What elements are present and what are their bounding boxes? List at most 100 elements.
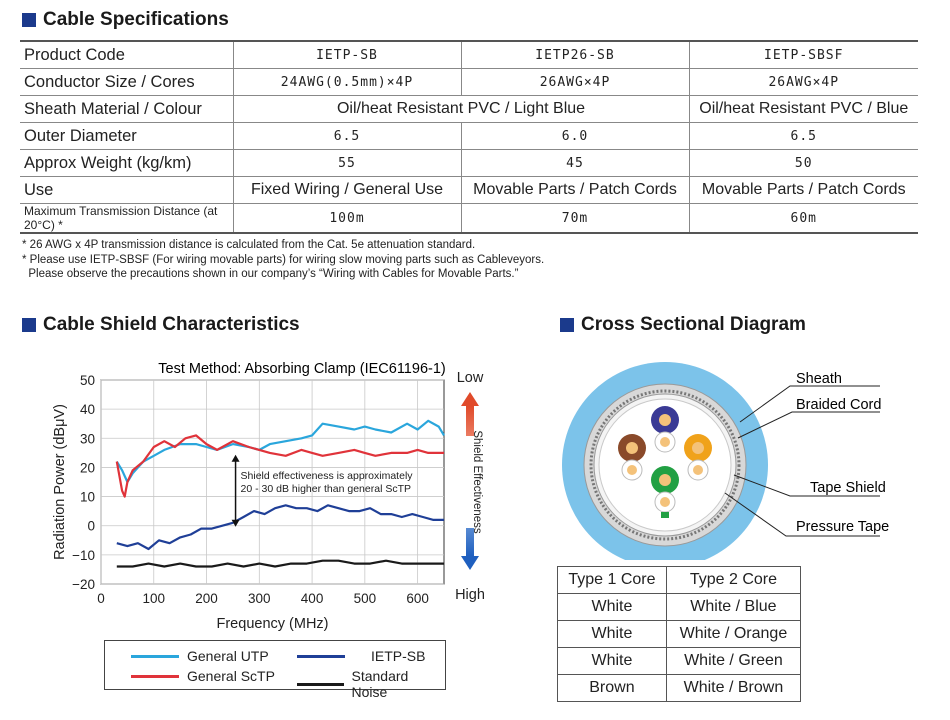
table-row: White White / Blue	[558, 594, 801, 621]
shield-title-text: Cable Shield Characteristics	[43, 314, 300, 336]
cross-section-diagram: Sheath Braided Cord Tape Shield Pressure…	[560, 350, 900, 560]
table-cell: Movable Parts / Patch Cords	[461, 177, 689, 204]
table-cell: White / Brown	[666, 675, 800, 702]
up-arrow-icon	[461, 392, 479, 406]
shield-chart: Test Method: Absorbing Clamp (IEC61196-1…	[0, 340, 520, 640]
legend-item: Standard Noise	[297, 668, 445, 700]
table-cell: White / Blue	[666, 594, 800, 621]
table-cell: White	[558, 594, 667, 621]
table-cell: White	[558, 621, 667, 648]
section-square-icon	[22, 318, 36, 332]
table-cell: 100m	[233, 204, 461, 234]
legend-label: IETP-SB	[371, 648, 425, 664]
effectiveness-axis-label: Shield Effectiveness	[471, 430, 483, 534]
table-row: Conductor Size / Cores 24AWG(0.5mm)×4P 2…	[20, 69, 918, 96]
table-cell: 50	[689, 150, 918, 177]
table-cell: 55	[233, 150, 461, 177]
y-tick-label: 40	[80, 402, 95, 417]
table-row: Type 1 Core Type 2 Core	[558, 567, 801, 594]
section-square-icon	[22, 13, 36, 27]
high-label: High	[455, 587, 485, 603]
table-cell: 26AWG×4P	[689, 69, 918, 96]
core-conductor	[626, 442, 638, 454]
product-code-ietp-sbsf: IETP-SBSF	[689, 41, 918, 69]
table-row: Sheath Material / Colour Oil/heat Resist…	[20, 96, 918, 123]
row-label: Use	[20, 177, 233, 204]
x-tick-label: 200	[195, 591, 218, 606]
core-marker	[661, 512, 669, 518]
row-label: Product Code	[20, 41, 233, 69]
x-tick-label: 400	[301, 591, 324, 606]
annotation-text: 20 - 30 dB higher than general ScTP	[241, 483, 411, 495]
column-header: Type 2 Core	[666, 567, 800, 594]
x-tick-label: 300	[248, 591, 271, 606]
core-conductor	[692, 442, 704, 454]
cross-title-text: Cross Sectional Diagram	[581, 314, 806, 336]
cable-specs-title: Cable Specifications	[22, 9, 229, 31]
core-pair-orange	[684, 434, 712, 480]
table-cell: Brown	[558, 675, 667, 702]
product-code-ietp26-sb: IETP26-SB	[461, 41, 689, 69]
core-conductor	[659, 414, 671, 426]
row-label: Approx Weight (kg/km)	[20, 150, 233, 177]
legend-label: General ScTP	[187, 668, 275, 684]
x-tick-label: 600	[406, 591, 429, 606]
table-row: Maximum Transmission Distance (at 20°C) …	[20, 204, 918, 234]
table-row: Use Fixed Wiring / General Use Movable P…	[20, 177, 918, 204]
y-tick-label: −20	[72, 577, 95, 592]
core-conductor	[659, 474, 671, 486]
legend-item: IETP-SB	[297, 648, 425, 664]
table-cell: 70m	[461, 204, 689, 234]
table-cell: Oil/heat Resistant PVC / Light Blue	[233, 96, 689, 123]
legend-item: General ScTP	[131, 668, 275, 684]
table-cell: 24AWG(0.5mm)×4P	[233, 69, 461, 96]
spec-notes: * 26 AWG x 4P transmission distance is c…	[22, 238, 544, 282]
sheath-label: Sheath	[796, 371, 842, 387]
table-cell: 45	[461, 150, 689, 177]
table-cell: Fixed Wiring / General Use	[233, 177, 461, 204]
tape-shield-label: Tape Shield	[810, 480, 886, 496]
low-label: Low	[457, 370, 484, 386]
y-tick-label: 30	[80, 431, 95, 446]
table-cell: 6.0	[461, 123, 689, 150]
down-arrow-icon	[461, 556, 479, 570]
table-cell: White / Green	[666, 648, 800, 675]
core-pair-brown	[618, 434, 646, 480]
core-color-table: Type 1 Core Type 2 Core White White / Bl…	[557, 566, 801, 702]
note-line: Please observe the precautions shown in …	[22, 267, 544, 282]
x-tick-label: 100	[143, 591, 166, 606]
note-line: * Please use IETP-SBSF (For wiring movab…	[22, 253, 544, 268]
x-axis-label: Frequency (MHz)	[217, 616, 329, 632]
note-line: * 26 AWG x 4P transmission distance is c…	[22, 238, 544, 253]
legend-label: General UTP	[187, 648, 269, 664]
table-cell: Movable Parts / Patch Cords	[689, 177, 918, 204]
row-label: Maximum Transmission Distance (at 20°C) …	[20, 204, 233, 234]
y-tick-label: 10	[80, 490, 95, 505]
legend-swatch	[131, 675, 179, 678]
specs-table: Product Code IETP-SB IETP26-SB IETP-SBSF…	[20, 40, 918, 234]
core-conductor	[660, 437, 670, 447]
legend-swatch	[297, 683, 344, 686]
pressure-tape-label: Pressure Tape	[796, 519, 889, 535]
legend-swatch	[297, 655, 345, 658]
y-tick-label: 20	[80, 460, 95, 475]
x-tick-label: 500	[354, 591, 377, 606]
section-square-icon	[560, 318, 574, 332]
cross-title: Cross Sectional Diagram	[560, 314, 806, 336]
legend-swatch	[131, 655, 179, 658]
table-row: Brown White / Brown	[558, 675, 801, 702]
core-conductor	[693, 465, 703, 475]
y-tick-label: −10	[72, 548, 95, 563]
core-pair-blue	[651, 406, 679, 452]
row-label: Conductor Size / Cores	[20, 69, 233, 96]
table-cell: 26AWG×4P	[461, 69, 689, 96]
y-axis-label: Radiation Power (dBμV)	[52, 404, 68, 560]
table-row: White White / Green	[558, 648, 801, 675]
legend-label: Standard Noise	[352, 668, 446, 700]
table-cell: Oil/heat Resistant PVC / Blue	[689, 96, 918, 123]
x-tick-label: 0	[97, 591, 105, 606]
column-header: Type 1 Core	[558, 567, 667, 594]
row-label: Outer Diameter	[20, 123, 233, 150]
legend-item: General UTP	[131, 648, 269, 664]
